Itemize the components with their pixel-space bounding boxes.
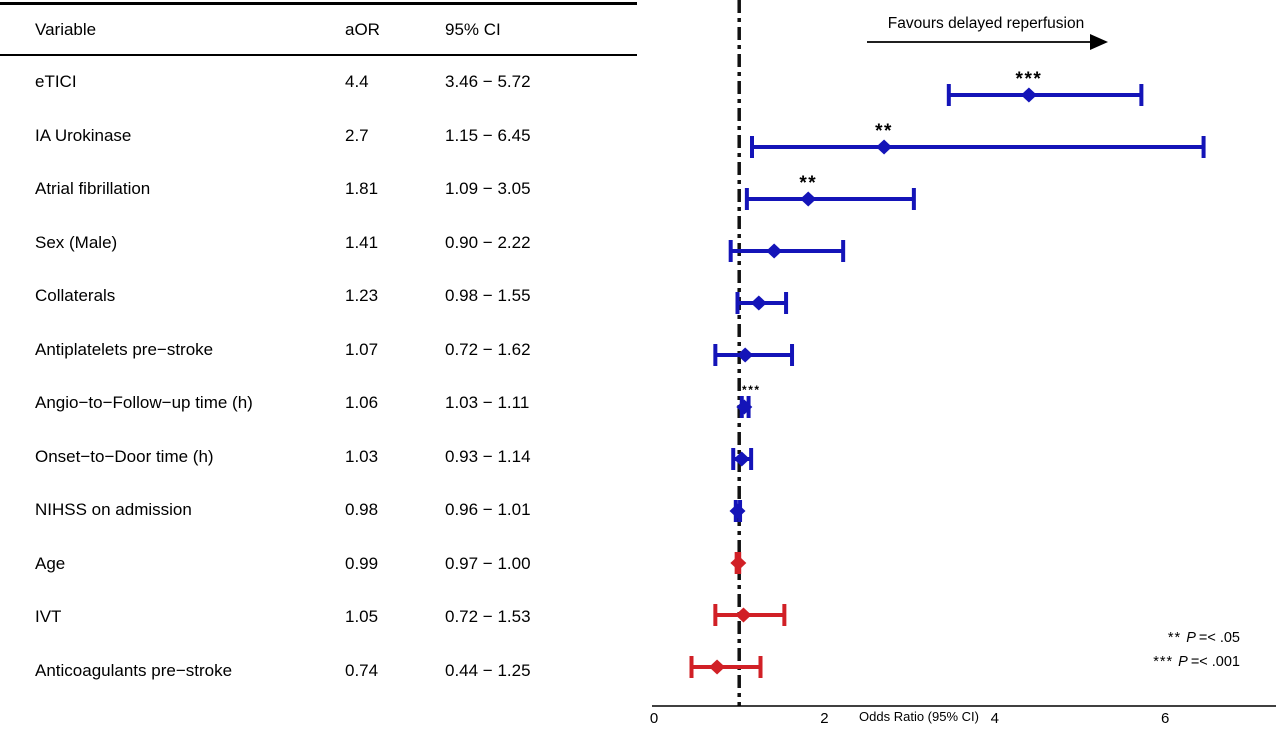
significance-stars: *** — [742, 383, 761, 397]
ci-value: 0.44 − 1.25 — [445, 660, 531, 680]
ci-value: 0.72 − 1.53 — [445, 607, 531, 626]
variable-name: IVT — [35, 607, 62, 626]
x-tick-label: 6 — [1161, 710, 1169, 727]
table-header-rule — [0, 54, 637, 56]
table-row: Collaterals 1.23 0.98 − 1.55 — [0, 283, 650, 309]
table-row: Antiplatelets pre−stroke 1.07 0.72 − 1.62 — [0, 337, 650, 363]
x-tick-label: 2 — [820, 710, 828, 727]
or-diamond-marker — [750, 295, 767, 311]
table-row: IVT 1.05 0.72 − 1.53 — [0, 604, 650, 630]
variable-name: Age — [35, 553, 66, 573]
table-row: Atrial fibrillation 1.81 1.09 − 3.05 — [0, 176, 650, 202]
ci-value: 1.15 − 6.45 — [445, 125, 531, 145]
significance-stars: *** — [1016, 69, 1043, 90]
table-row: Anticoagulants pre−stroke 0.74 0.44 − 1.25 — [0, 658, 650, 684]
significance-stars: ** — [875, 121, 893, 142]
or-diamond-marker — [737, 347, 754, 363]
ci-value: 1.09 − 3.05 — [445, 179, 531, 198]
variable-name: IA Urokinase — [35, 125, 132, 145]
table-row: eTICI 4.4 3.46 − 5.72 — [0, 69, 650, 95]
table-header-row: Variable aOR 95% CI — [0, 17, 650, 43]
or-diamond-marker — [1020, 87, 1037, 103]
table-row: NIHSS on admission 0.98 0.96 − 1.01 — [0, 497, 650, 523]
or-diamond-marker — [766, 243, 783, 259]
ci-value: 0.97 − 1.00 — [445, 553, 531, 573]
or-diamond-marker — [876, 139, 893, 155]
variable-name: Antiplatelets pre−stroke — [35, 339, 214, 359]
two-stars-symbol: ** — [1167, 630, 1182, 646]
aor-value: 1.81 — [345, 179, 379, 198]
aor-value: 1.05 — [345, 607, 379, 626]
table-row: Sex (Male) 1.41 0.90 − 2.22 — [0, 230, 650, 256]
significance-stars: ** — [799, 173, 817, 194]
aor-value: 1.07 — [345, 339, 379, 359]
variable-name: NIHSS on admission — [35, 500, 192, 519]
p-threshold: =< .001 — [1190, 654, 1240, 670]
variable-name: Sex (Male) — [35, 232, 118, 252]
table-top-rule — [0, 2, 637, 5]
aor-value: 4.4 — [345, 72, 369, 91]
table-row: Age 0.99 0.97 − 1.00 — [0, 551, 650, 577]
variable-name: Onset−to−Door time (h) — [35, 446, 214, 466]
aor-value: 1.23 — [345, 286, 379, 305]
variable-name: Collaterals — [35, 286, 116, 305]
variable-name: Angio−to−Follow−up time (h) — [35, 393, 253, 412]
ci-value: 1.03 − 1.11 — [445, 393, 530, 412]
aor-value: 0.74 — [345, 660, 379, 680]
table-row: Onset−to−Door time (h) 1.03 0.93 − 1.14 — [0, 444, 650, 470]
x-axis-title: Odds Ratio (95% CI) — [859, 709, 979, 724]
ci-value: 3.46 − 5.72 — [445, 72, 531, 91]
or-diamond-marker — [736, 399, 753, 415]
favours-direction-label: Favours delayed reperfusion — [887, 15, 1085, 32]
variable-column-header: Variable — [35, 20, 97, 39]
table-row: Angio−to−Follow−up time (h) 1.06 1.03 − 1.… — [0, 390, 650, 416]
variable-name: Atrial fibrillation — [35, 179, 151, 198]
x-tick-label: 0 — [650, 710, 658, 727]
ci-value: 0.93 − 1.14 — [445, 446, 531, 466]
or-diamond-marker — [729, 503, 746, 519]
significance-legend-line-1: ** P =< .05 — [1153, 626, 1240, 650]
aor-value: 1.41 — [345, 232, 379, 252]
ci-value: 0.98 − 1.55 — [445, 286, 531, 305]
p-symbol: P — [1178, 654, 1188, 670]
three-stars-symbol: *** — [1153, 654, 1174, 670]
or-diamond-marker — [800, 191, 817, 207]
variable-name: Anticoagulants pre−stroke — [35, 660, 233, 680]
ci-value: 0.90 − 2.22 — [445, 232, 531, 252]
significance-legend: ** P =< .05 *** P =< .001 — [1153, 626, 1240, 674]
table-row: IA Urokinase 2.7 1.15 − 6.45 — [0, 123, 650, 149]
x-tick-label: 4 — [991, 710, 999, 727]
ci-value: 0.96 − 1.01 — [445, 500, 531, 519]
aor-value: 1.03 — [345, 446, 379, 466]
ci-column-header: 95% CI — [445, 20, 501, 39]
or-diamond-marker — [733, 451, 750, 467]
variable-name: eTICI — [35, 72, 77, 91]
favours-arrow-head-icon — [1090, 34, 1108, 50]
or-diamond-marker — [735, 607, 752, 623]
aor-value: 0.99 — [345, 553, 379, 573]
significance-legend-line-2: *** P =< .001 — [1153, 650, 1240, 674]
ci-value: 0.72 − 1.62 — [445, 339, 531, 359]
aor-value: 2.7 — [345, 125, 369, 145]
or-diamond-marker — [730, 555, 747, 571]
or-diamond-marker — [709, 659, 726, 675]
aor-value: 0.98 — [345, 500, 379, 519]
p-symbol: P — [1186, 630, 1196, 646]
p-threshold: =< .05 — [1198, 630, 1240, 646]
aor-value: 1.06 — [345, 393, 379, 412]
aor-column-header: aOR — [345, 20, 380, 39]
